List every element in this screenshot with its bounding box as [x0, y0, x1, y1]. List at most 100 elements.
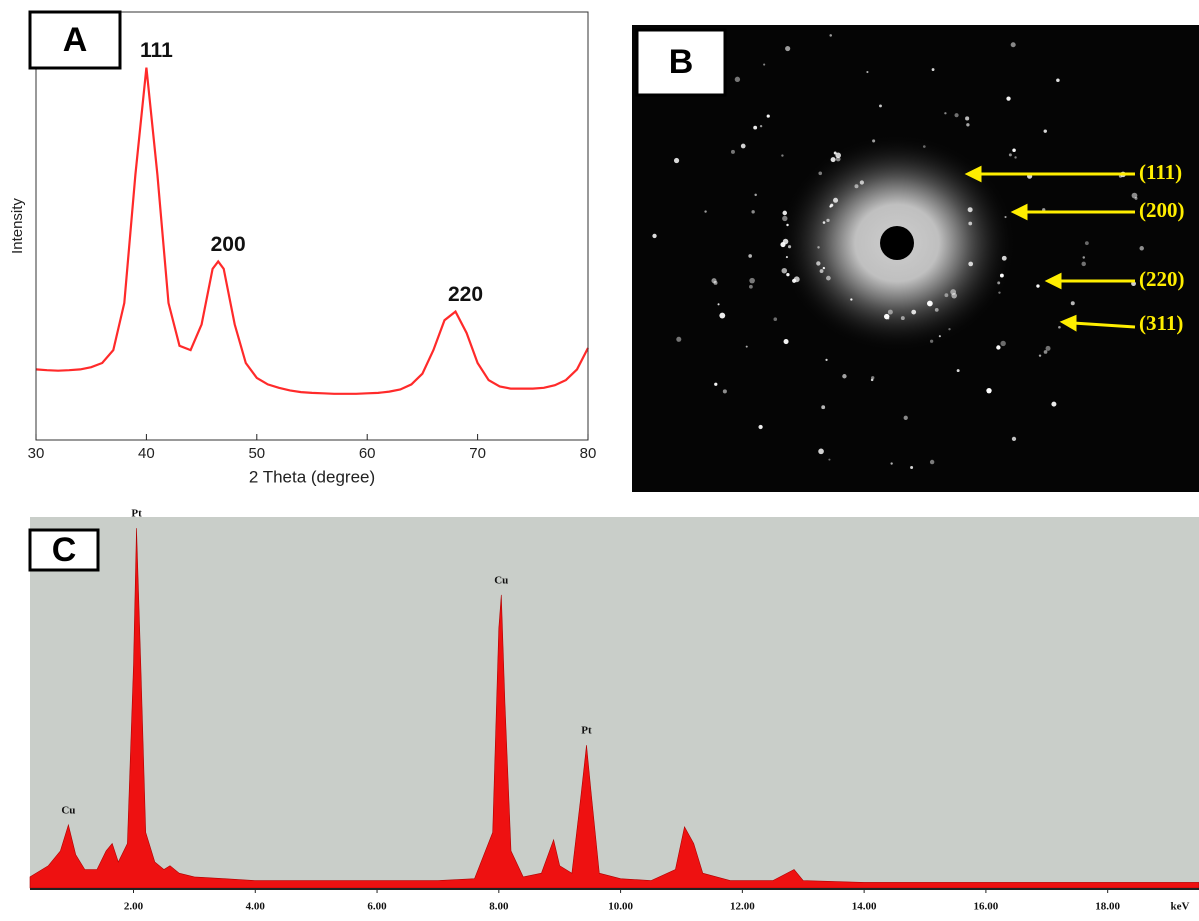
peak-label: Cu [494, 574, 508, 586]
spot [821, 405, 826, 410]
spot [900, 316, 905, 321]
y-axis-label: Intensity [9, 198, 26, 254]
panel-label: C [52, 531, 77, 569]
peak-label: 220 [448, 283, 483, 306]
x-tick-label: 80 [580, 445, 597, 462]
xrd-line [35, 67, 589, 395]
spot [931, 68, 935, 71]
spot [1043, 129, 1047, 133]
spot [1084, 241, 1089, 246]
spot [719, 312, 726, 319]
x-tick-label: 12.00 [730, 901, 755, 913]
spot [1001, 255, 1007, 261]
spot [786, 272, 790, 277]
spot [1082, 256, 1086, 259]
spot [938, 335, 941, 338]
spot [822, 221, 826, 224]
peak-label: 200 [211, 233, 246, 256]
spot [748, 254, 752, 258]
spot [934, 307, 939, 312]
spot [704, 210, 707, 213]
spot [929, 339, 934, 343]
x-tick-label: 60 [359, 445, 376, 462]
spot [676, 336, 682, 342]
spot [999, 273, 1004, 278]
spot [944, 112, 947, 115]
spot [749, 277, 755, 284]
spot [965, 116, 970, 121]
spot [966, 123, 970, 127]
spot [730, 149, 735, 154]
spot [759, 125, 763, 128]
spot [722, 389, 727, 394]
spot [652, 233, 657, 239]
spot [1000, 340, 1006, 347]
panel-label-box [635, 28, 727, 97]
diffraction-panel: B (111) (200) (220) (311) [632, 25, 1199, 492]
spot [781, 267, 788, 274]
spot [763, 63, 766, 66]
spot [944, 293, 949, 298]
panel-label-box [28, 10, 122, 70]
x-tick-label: 6.00 [367, 901, 387, 913]
x-tick-label: 4.00 [246, 901, 266, 913]
spot [887, 317, 890, 320]
spot [1008, 153, 1012, 157]
panel-label: A [63, 21, 88, 59]
spot [1036, 284, 1040, 288]
spot [1014, 156, 1017, 159]
spot [872, 139, 876, 143]
spot [751, 210, 755, 214]
ring-label: (111) [1139, 160, 1182, 184]
spot [956, 369, 960, 373]
spot [1011, 436, 1017, 442]
x-axis-label: 2 Theta (degree) [249, 467, 375, 486]
spot [717, 303, 720, 306]
spot [967, 207, 973, 213]
spot [1058, 325, 1061, 329]
spot [835, 156, 841, 162]
spot [749, 284, 753, 289]
plot-background [30, 517, 1199, 888]
peak-label: Cu [61, 804, 75, 816]
spot [711, 278, 717, 284]
spot [782, 215, 788, 222]
spot [910, 466, 914, 470]
spot [826, 275, 831, 281]
ring-label: (220) [1139, 267, 1185, 291]
spot [818, 448, 824, 455]
x-tick-label: 2.00 [124, 901, 144, 913]
spot [766, 114, 770, 118]
spot [773, 317, 778, 321]
spot [714, 382, 718, 386]
spot [887, 309, 893, 315]
spot [826, 218, 830, 223]
spot [734, 76, 741, 83]
spot [1004, 215, 1007, 219]
peak-label: 111 [140, 39, 173, 62]
spot [787, 245, 792, 249]
panel-label: B [669, 43, 694, 81]
spot [968, 221, 973, 226]
spot [828, 458, 831, 461]
x-tick-label: 14.00 [852, 901, 877, 913]
x-tick-label: 18.00 [1095, 901, 1120, 913]
x-tick-label: 16.00 [974, 901, 999, 913]
spot [673, 157, 680, 164]
spot [1010, 42, 1016, 48]
spot [818, 171, 823, 176]
ring-label: (311) [1139, 311, 1183, 335]
spot [782, 238, 789, 245]
spot [817, 246, 820, 249]
spot [1051, 401, 1057, 407]
spot [819, 269, 824, 273]
x-tick-label: 30 [28, 445, 45, 462]
spot [753, 125, 758, 130]
x-tick-label: 10.00 [608, 901, 633, 913]
spot [850, 298, 853, 301]
spot [829, 34, 832, 37]
spot [842, 374, 847, 379]
x-tick-label: 40 [138, 445, 155, 462]
spot [870, 378, 874, 382]
